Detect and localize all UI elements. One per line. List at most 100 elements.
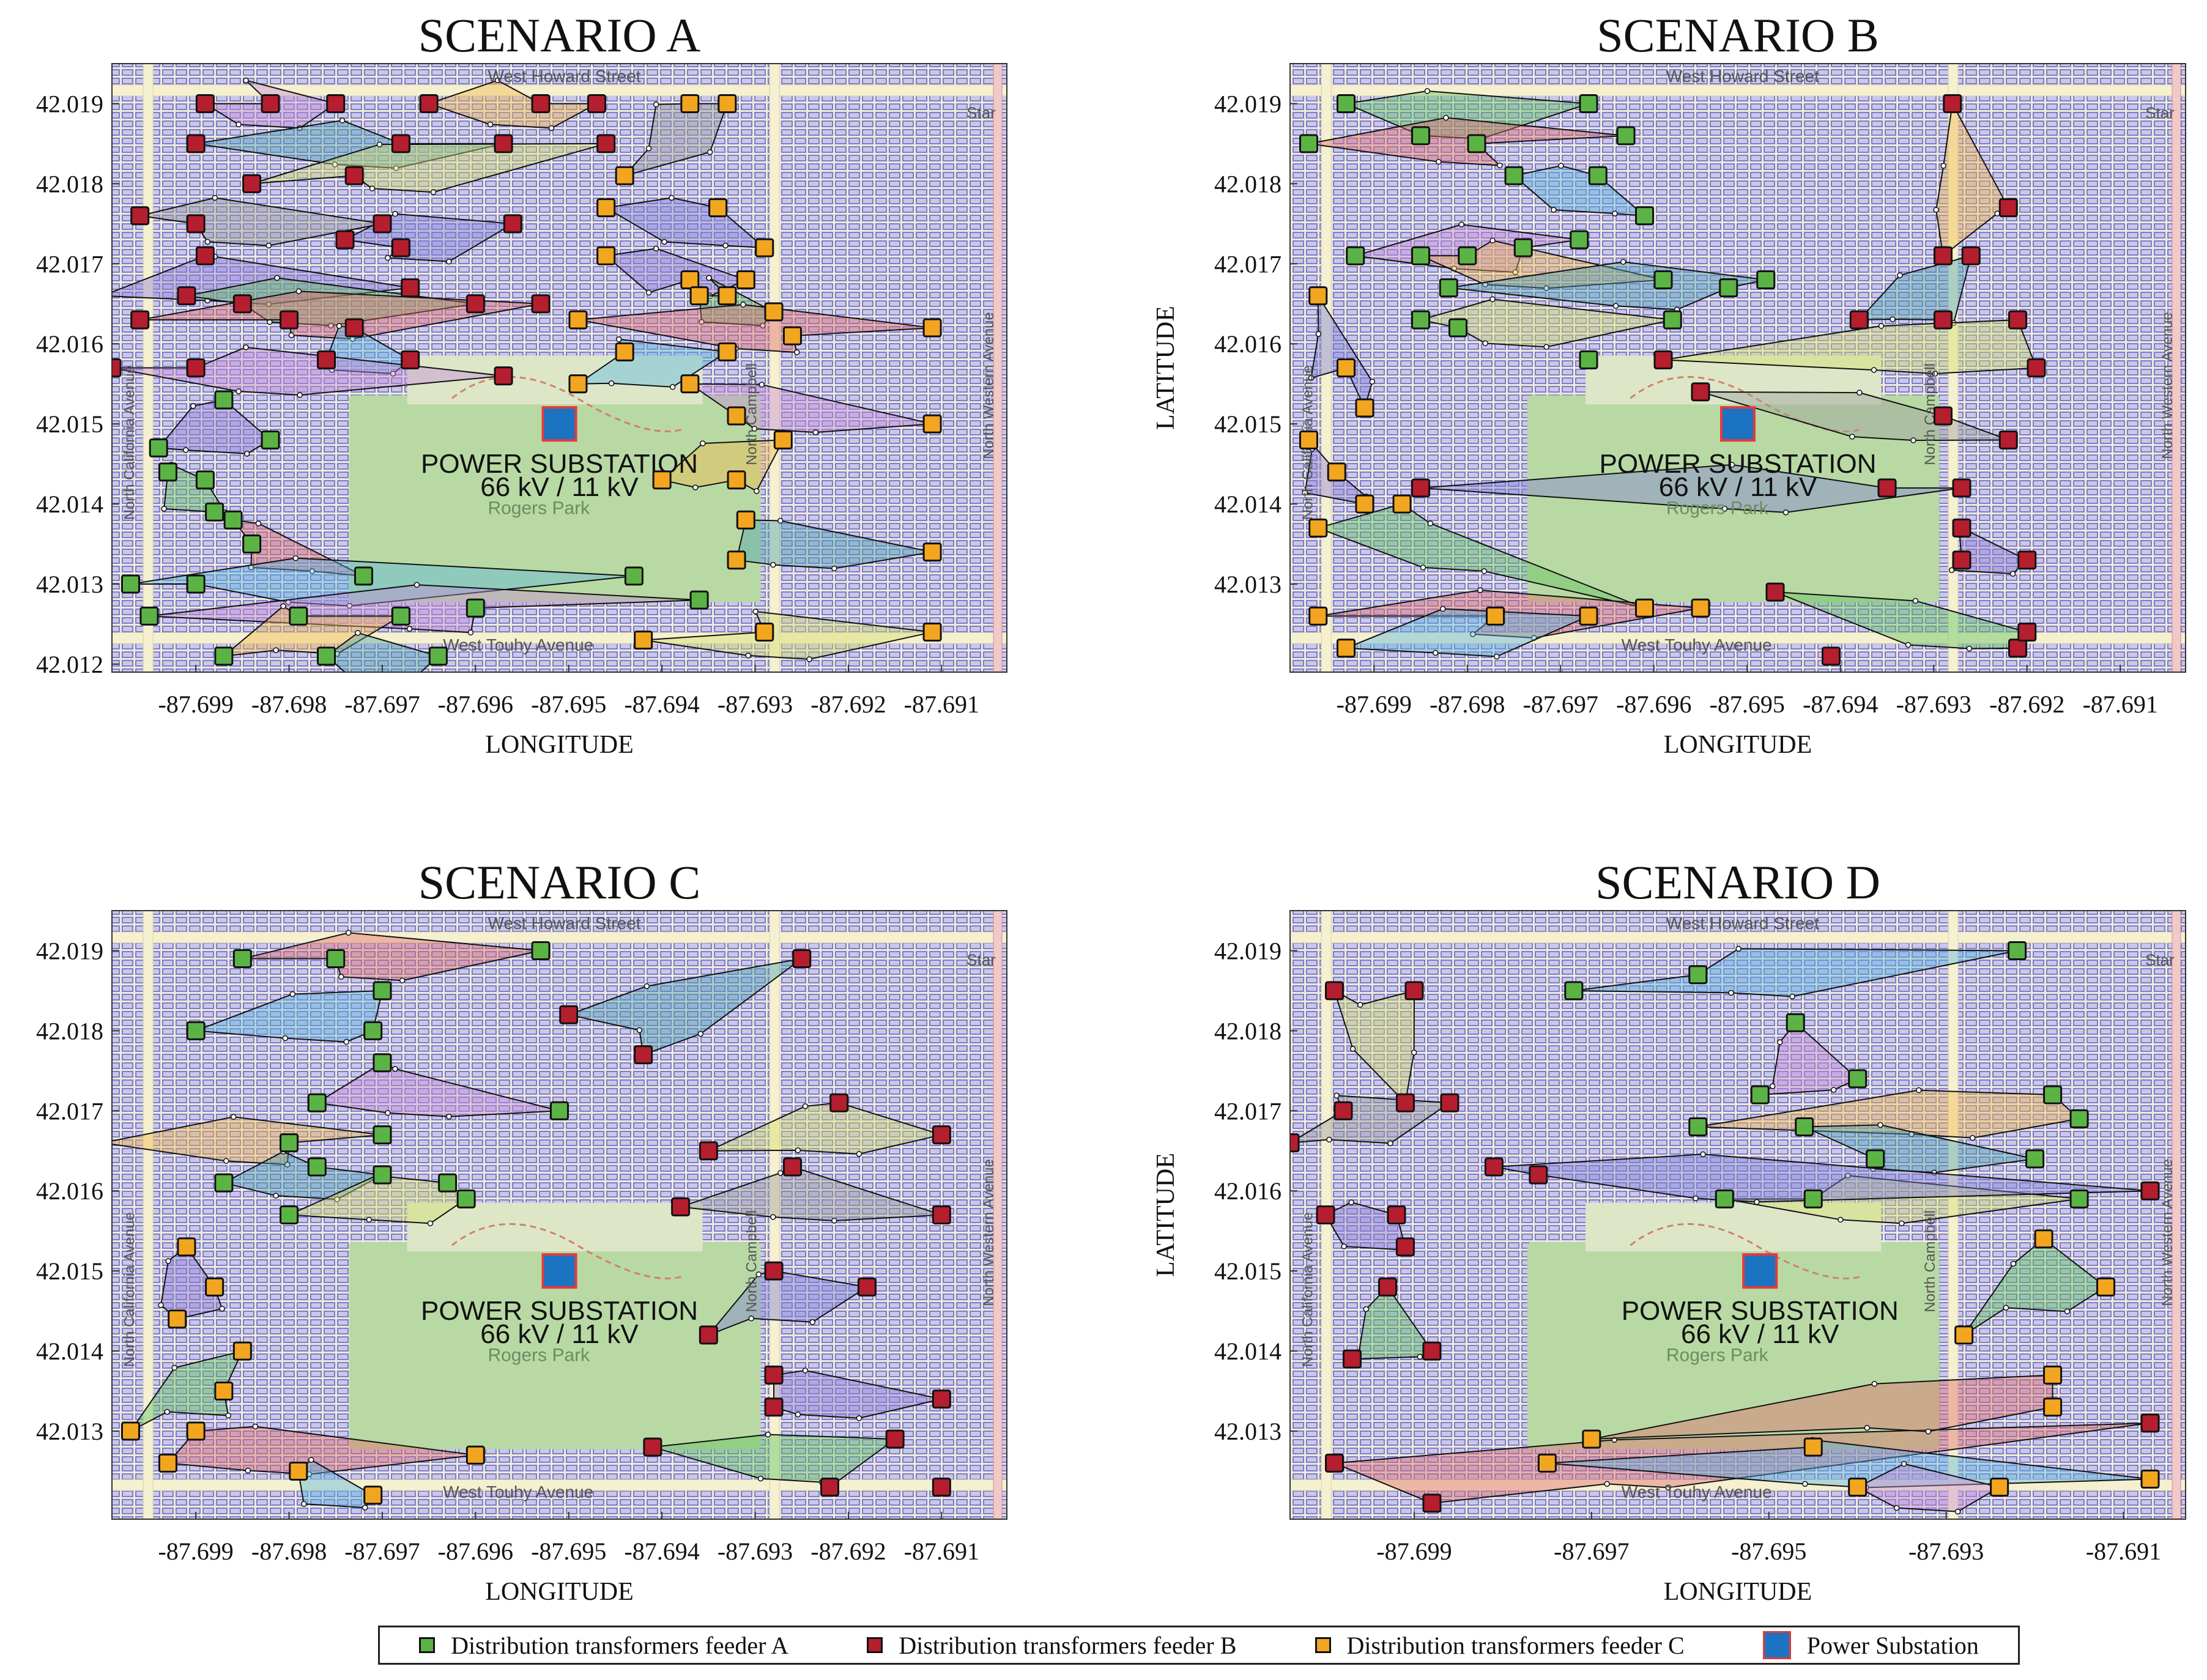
transformer-marker-feeder-a [214,646,234,666]
transformer-marker-feeder-b [112,358,122,377]
transformer-marker-feeder-b [634,1045,653,1065]
service-node [1543,344,1549,350]
transformer-marker-feeder-c [922,414,942,434]
y-tick-label: 42.016 [36,330,103,358]
transformer-marker-feeder-c [214,1382,234,1401]
transformer-marker-feeder-c [708,198,728,218]
transformer-marker-feeder-c [1803,1437,1823,1457]
map-label-touhy: West Touhy Avenue [1622,1482,1772,1501]
park-path [451,1223,685,1279]
transformer-marker-feeder-b [1952,518,1971,538]
service-node [1845,1172,1851,1179]
transformer-marker-feeder-c [680,94,700,113]
transformer-marker-feeder-a [112,1135,113,1151]
service-node [1899,1220,1905,1227]
transformer-marker-feeder-a [2069,1109,2089,1128]
service-node [706,275,712,281]
service-node [1878,323,1885,329]
service-region [1346,608,1589,657]
substation-label-name: POWER SUBSTATION [1622,1296,1899,1326]
service-node [446,1114,452,1120]
service-node [1966,645,1973,652]
service-node [1912,598,1919,604]
transformer-marker-feeder-b [932,1478,951,1497]
substation-swatch-icon [1762,1631,1791,1659]
service-node [608,380,615,387]
transformer-marker-feeder-a [1579,350,1598,369]
transformer-marker-feeder-b [531,294,551,314]
park-area [1527,1242,1940,1449]
service-node [1905,642,1912,648]
y-tick-label: 42.014 [1214,490,1282,518]
transformer-marker-feeder-c [568,374,588,394]
transformer-marker-feeder-c [2140,1470,2160,1489]
transformer-marker-feeder-b [820,1478,839,1497]
map-label-touhy: West Touhy Avenue [443,1482,593,1501]
x-tick-label: -87.699 [1337,690,1412,718]
transformer-marker-feeder-b [1411,478,1430,498]
y-tick-label: 42.019 [36,937,103,964]
plot-area: West Howard Street West Touhy Avenue Roger… [1290,911,2186,1519]
street-campbell [769,64,780,672]
service-node [1940,163,1946,169]
service-node [770,1214,776,1220]
y-tick-label: 42.013 [36,571,103,598]
y-tick-label: 42.016 [36,1177,103,1205]
service-node [1558,163,1564,169]
service-node [430,189,437,195]
service-node [794,349,800,355]
service-node [265,301,272,308]
transformer-marker-feeder-b [2008,310,2027,330]
transformer-marker-feeder-a [242,535,262,554]
x-tick-label: -87.691 [904,1538,979,1565]
service-node [225,1412,231,1419]
transformer-marker-feeder-b [195,246,215,265]
map-label-campbell: North Campbell [743,363,760,465]
transformer-marker-feeder-c [232,1341,252,1361]
x-tick-label: -87.693 [1908,1538,1984,1565]
transformer-marker-feeder-b [1691,382,1710,402]
transformer-marker-feeder-b [1653,350,1673,369]
service-node [669,194,675,201]
transformer-marker-feeder-a [466,598,485,618]
transformer-marker-feeder-c [2096,1277,2116,1297]
street-howard [112,84,1007,97]
transformer-marker-feeder-b [1324,981,1344,1001]
transformer-marker-feeder-c [922,318,942,338]
service-node [1349,1046,1356,1052]
service-node [1735,945,1741,952]
x-tick-label: -87.692 [810,1538,886,1565]
service-node [757,1475,764,1482]
transformer-marker-feeder-b [261,94,280,113]
service-node [393,165,399,171]
service-node [669,384,676,390]
service-node [636,1027,643,1034]
street-touhy [1290,1479,2186,1491]
map-label-western: North Western Avenue [981,312,997,459]
transformer-marker-feeder-a [1866,1149,1885,1169]
panel-scenario-b: West Howard Street West Touhy Avenue Roger… [1152,9,2186,759]
x-tick-label: -87.695 [531,1538,606,1565]
map-label-western: North Western Avenue [2159,1159,2176,1306]
transformer-marker-feeder-c [363,1486,383,1505]
service-node [1612,303,1619,309]
service-node [1925,1428,1932,1435]
axes-frame [1289,910,2186,1520]
transformer-marker-feeder-a [307,1157,327,1177]
transformer-marker-feeder-a [158,462,177,482]
service-node [236,388,242,394]
substation-label-voltage: 66 kV / 11 kV [1681,1319,1839,1349]
service-node [770,561,776,568]
service-node [1489,296,1496,303]
transformer-marker-feeder-a [2069,1189,2089,1208]
x-tick-label: -87.695 [1731,1538,1806,1565]
service-node [376,141,383,147]
service-node [265,242,272,249]
transformer-marker-feeder-a [232,949,252,969]
service-node [243,451,250,457]
service-node [1830,1087,1837,1093]
service-node [831,1218,837,1224]
y-tick-label: 42.013 [36,1418,103,1445]
x-tick-label: -87.693 [718,1538,793,1565]
service-node [2009,571,2016,577]
